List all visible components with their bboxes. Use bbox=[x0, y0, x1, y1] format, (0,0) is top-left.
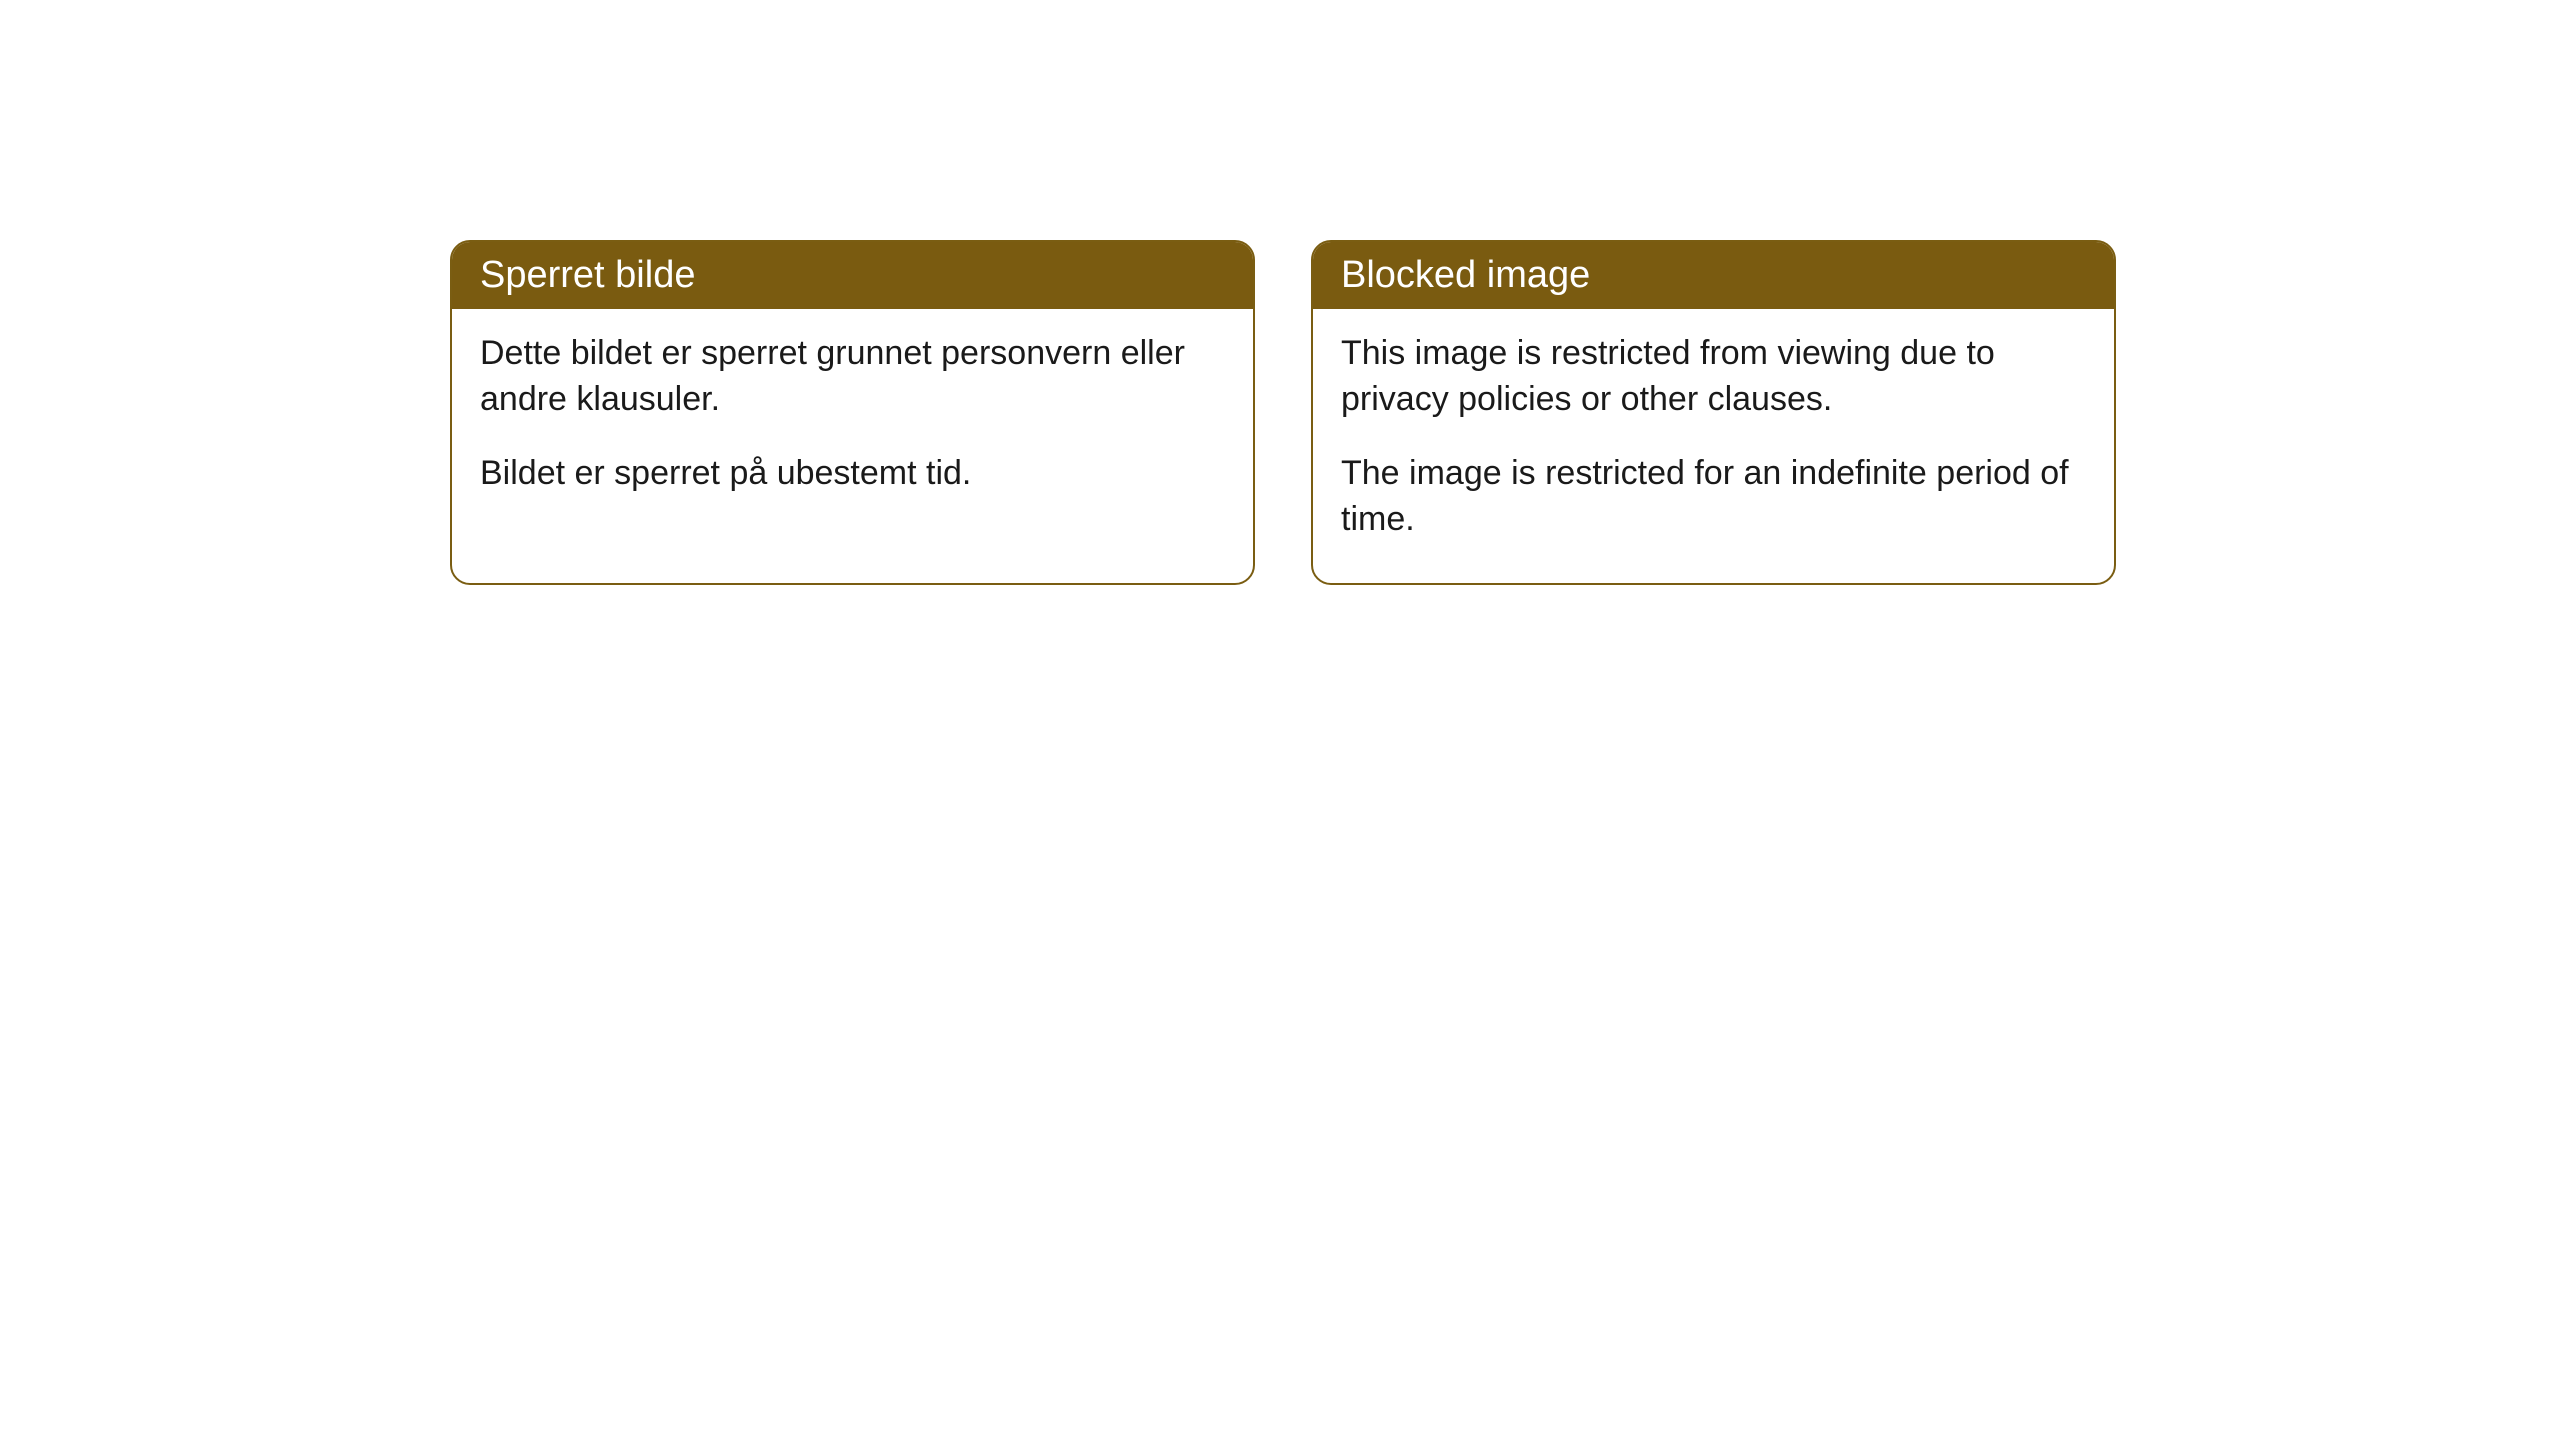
card-text: Dette bildet er sperret grunnet personve… bbox=[480, 331, 1225, 423]
card-header-norwegian: Sperret bilde bbox=[452, 242, 1253, 309]
card-norwegian: Sperret bilde Dette bildet er sperret gr… bbox=[450, 240, 1255, 585]
cards-container: Sperret bilde Dette bildet er sperret gr… bbox=[450, 240, 2116, 585]
card-title: Sperret bilde bbox=[480, 254, 695, 296]
card-text: The image is restricted for an indefinit… bbox=[1341, 451, 2086, 543]
card-header-english: Blocked image bbox=[1313, 242, 2114, 309]
card-body-english: This image is restricted from viewing du… bbox=[1313, 309, 2114, 583]
card-body-norwegian: Dette bildet er sperret grunnet personve… bbox=[452, 309, 1253, 537]
card-english: Blocked image This image is restricted f… bbox=[1311, 240, 2116, 585]
card-text: Bildet er sperret på ubestemt tid. bbox=[480, 451, 1225, 497]
card-title: Blocked image bbox=[1341, 254, 1590, 296]
card-text: This image is restricted from viewing du… bbox=[1341, 331, 2086, 423]
